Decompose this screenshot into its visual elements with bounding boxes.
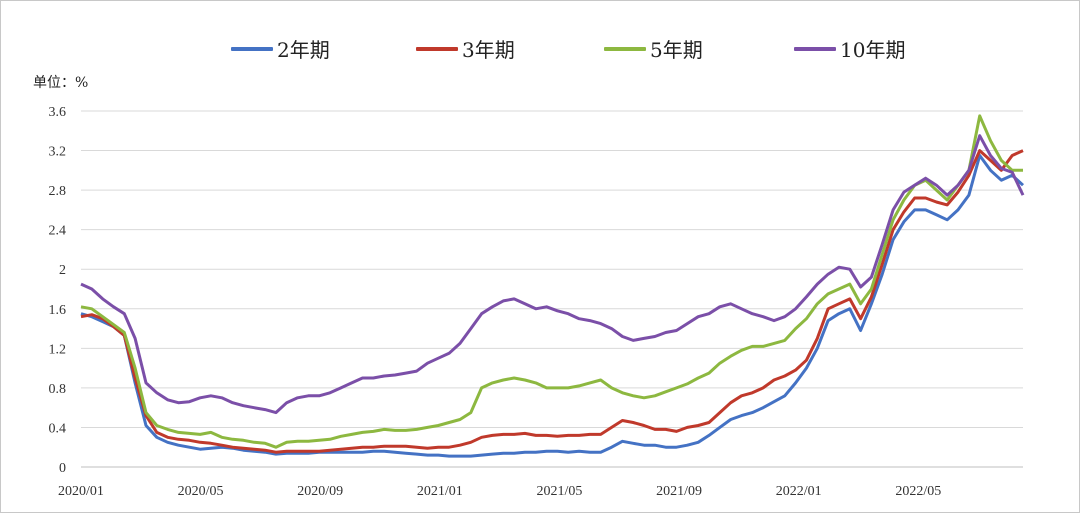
legend-swatch-3y <box>416 46 458 51</box>
legend-swatch-2y <box>231 46 273 51</box>
legend-swatch-10y <box>794 46 836 51</box>
series-line-3 <box>80 134 1025 415</box>
x-tick-label: 2022/05 <box>895 484 941 499</box>
y-tick-label: 0 <box>59 461 66 476</box>
legend-label-2y: 2年期 <box>277 38 330 62</box>
y-tick-label: 2 <box>59 263 66 278</box>
legend-label-10y: 10年期 <box>840 38 906 62</box>
y-tick-label: 1.6 <box>49 303 67 318</box>
unit-label: 单位：% <box>33 75 89 91</box>
y-tick-label: 2.8 <box>49 184 67 199</box>
y-tick-label: 3.2 <box>49 145 67 160</box>
grid-lines <box>81 110 1023 468</box>
legend-item-5y: 5年期 <box>604 34 703 63</box>
legend-label-3y: 3年期 <box>462 38 515 62</box>
x-tick-label: 2020/01 <box>58 484 104 499</box>
x-tick-label: 2021/05 <box>537 484 583 499</box>
y-tick-label: 1.2 <box>49 342 67 357</box>
x-tick-label: 2020/09 <box>297 484 343 499</box>
series-line-1 <box>80 149 1024 454</box>
legend-item-10y: 10年期 <box>794 34 905 63</box>
y-tick-label: 0.8 <box>49 382 67 397</box>
x-tick-label: 2021/09 <box>656 484 702 499</box>
series-line-2 <box>80 114 1023 449</box>
series-line-0 <box>80 154 1025 458</box>
y-tick-label: 3.6 <box>49 105 67 120</box>
x-axis-ticks: 2020/01 2020/05 2020/09 2021/01 2021/05 2021/… <box>58 484 941 499</box>
y-tick-label: 2.4 <box>49 224 67 239</box>
series-lines <box>80 114 1025 458</box>
y-axis-ticks: 0 0.4 0.8 1.2 1.6 2 2.4 2.8 3.2 3.6 <box>49 105 67 476</box>
chart-legend: 2年期 3年期 5年期 10年期 <box>1 34 1080 64</box>
x-tick-label: 2022/01 <box>776 484 822 499</box>
legend-swatch-5y <box>604 46 646 51</box>
legend-item-2y: 2年期 <box>231 34 330 63</box>
legend-label-5y: 5年期 <box>650 38 703 62</box>
legend-item-3y: 3年期 <box>416 34 515 63</box>
x-tick-label: 2020/05 <box>178 484 224 499</box>
y-tick-label: 0.4 <box>49 421 67 436</box>
x-tick-label: 2021/01 <box>417 484 463 499</box>
